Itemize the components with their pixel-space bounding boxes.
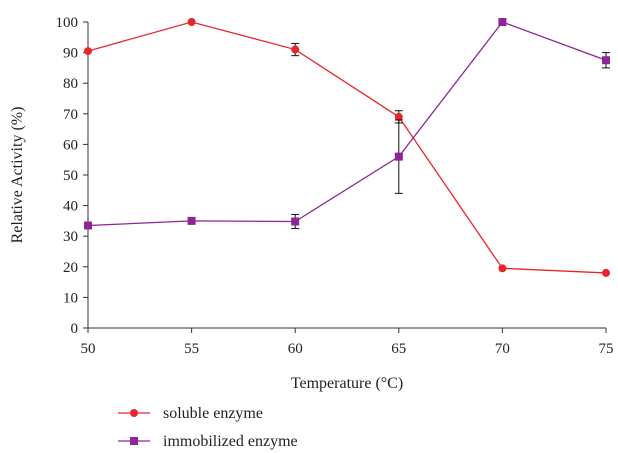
data-point xyxy=(602,56,610,65)
x-tick-label: 70 xyxy=(495,341,510,357)
data-point xyxy=(394,112,403,121)
y-tick-label: 80 xyxy=(63,76,78,92)
x-tick-label: 65 xyxy=(391,341,406,357)
y-tick-label: 20 xyxy=(63,260,78,276)
ticks: 0 10 20 30 40 50 60 70 80 90 100 50 55 60 65 70 75 xyxy=(56,15,614,357)
legend: soluble enzyme immobilized enzyme xyxy=(118,405,298,450)
legend-swatch-marker xyxy=(130,437,138,445)
data-point xyxy=(84,47,92,56)
y-tick-label: 70 xyxy=(63,107,78,123)
legend-swatch-marker xyxy=(130,409,138,417)
x-axis-title: Temperature (°C) xyxy=(291,375,403,392)
data-point xyxy=(602,268,610,277)
y-tick-label: 50 xyxy=(63,168,78,184)
y-tick-label: 40 xyxy=(63,199,78,215)
x-tick-label: 75 xyxy=(599,341,614,357)
y-tick-label: 30 xyxy=(63,229,78,245)
series xyxy=(84,18,610,277)
data-point xyxy=(187,216,196,225)
y-tick-label: 0 xyxy=(71,321,79,337)
legend-item-soluble: soluble enzyme xyxy=(118,405,263,422)
y-tick-label: 90 xyxy=(63,46,78,62)
data-point xyxy=(187,18,196,26)
series-immobilized xyxy=(84,18,610,230)
x-tick-label: 50 xyxy=(81,341,96,357)
series-line xyxy=(87,21,607,227)
series-line xyxy=(87,21,607,274)
data-point xyxy=(84,221,92,230)
data-point xyxy=(498,18,507,26)
axes xyxy=(87,22,606,329)
series-soluble xyxy=(84,18,610,277)
y-tick-label: 10 xyxy=(63,290,78,306)
data-point xyxy=(394,152,403,161)
legend-label-immobilized: immobilized enzyme xyxy=(163,433,298,450)
x-tick-label: 55 xyxy=(184,341,199,357)
y-tick-label: 60 xyxy=(63,137,78,153)
data-point xyxy=(291,217,300,226)
x-tick-label: 60 xyxy=(288,341,303,357)
legend-item-immobilized: immobilized enzyme xyxy=(118,433,298,450)
data-point xyxy=(498,264,507,273)
data-point xyxy=(291,45,300,54)
y-axis-title: Relative Activity (%) xyxy=(9,107,26,244)
legend-label-soluble: soluble enzyme xyxy=(163,405,263,422)
y-tick-label: 100 xyxy=(56,15,79,31)
